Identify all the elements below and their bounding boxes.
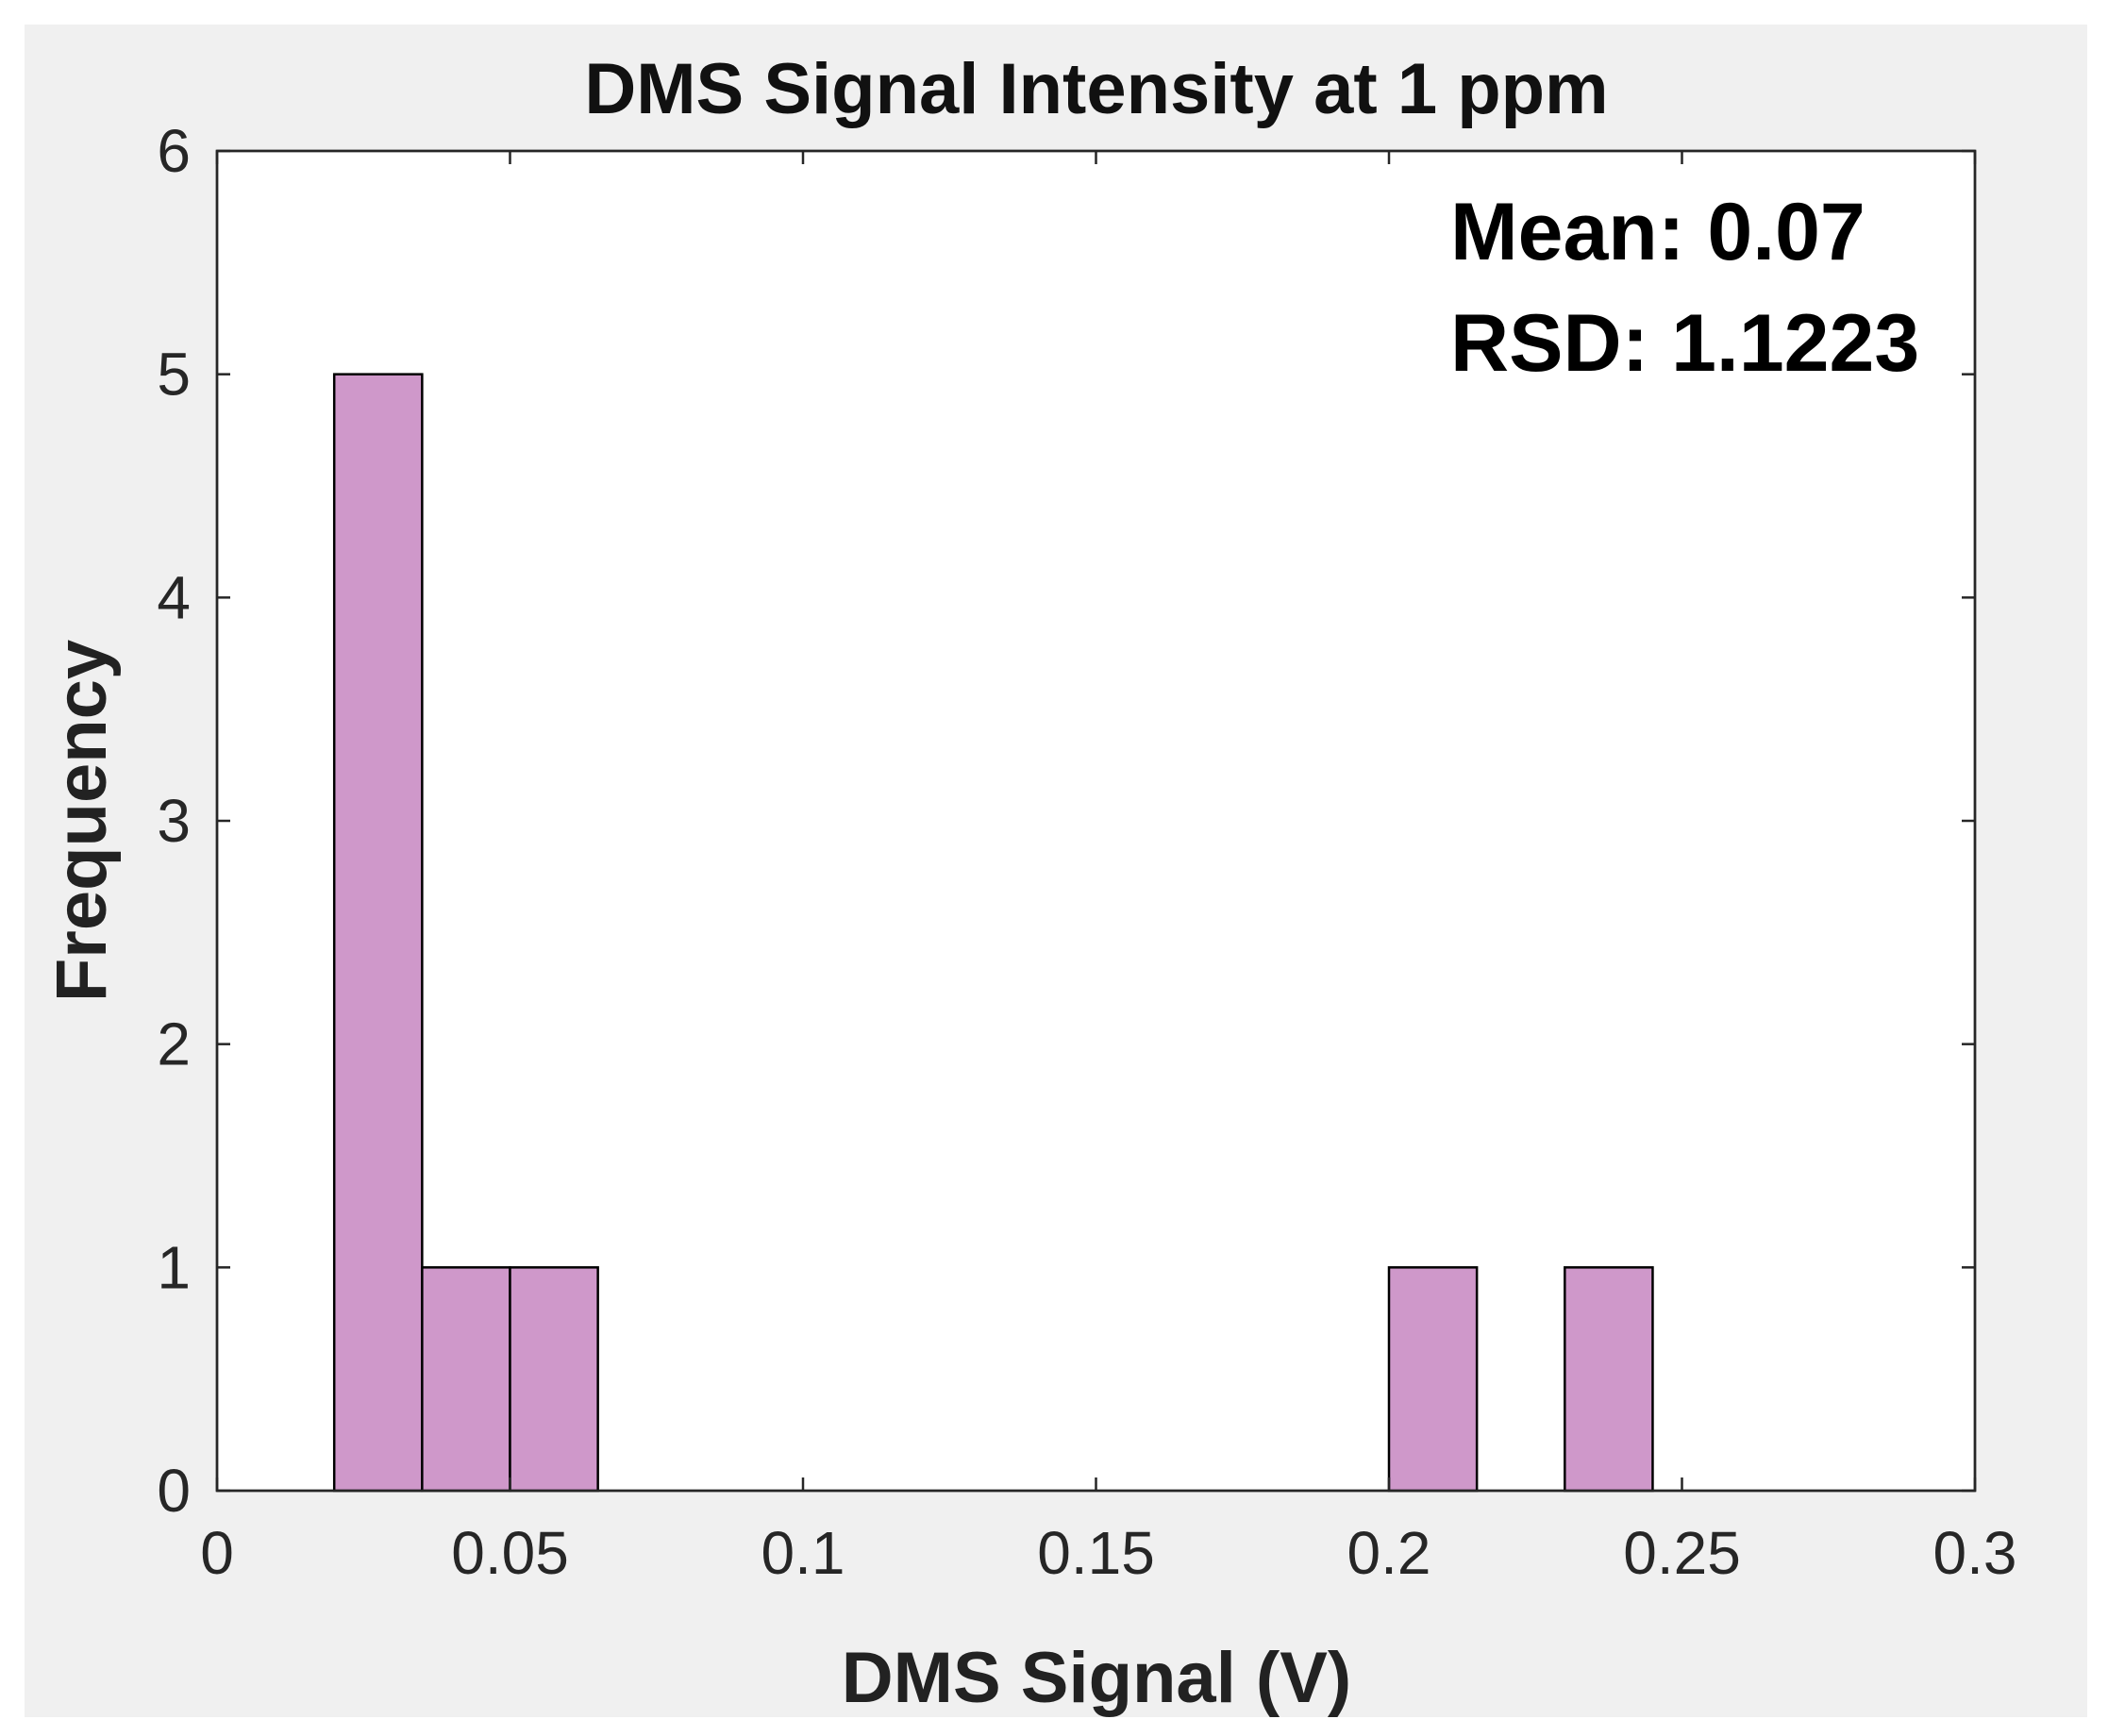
rsd-annotation: RSD: 1.1223: [1450, 298, 1919, 389]
chart-title: DMS Signal Intensity at 1 ppm: [584, 49, 1608, 129]
x-tick-label: 0.1: [761, 1519, 845, 1587]
y-tick-label: 1: [157, 1233, 191, 1301]
histogram-bar-4: [1564, 1266, 1654, 1493]
y-tick-label: 3: [157, 787, 191, 855]
x-tick-label: 0: [200, 1519, 234, 1587]
x-tick-label: 0.2: [1347, 1519, 1431, 1587]
histogram-bar-0: [332, 373, 424, 1493]
axes-frame: [215, 149, 1977, 1493]
histogram-bar-2: [509, 1266, 599, 1493]
axis-ticks: [215, 149, 1977, 1493]
x-tick-labels: 0 0.05 0.1 0.15 0.2 0.25 0.3: [200, 1519, 2016, 1587]
y-tick-labels: 0 1 2 3 4 5 6: [157, 117, 191, 1525]
y-axis-label: Frequency: [42, 640, 122, 1002]
x-tick-label: 0.3: [1933, 1519, 2017, 1587]
y-tick-label: 5: [157, 341, 191, 409]
mean-annotation: Mean: 0.07: [1450, 187, 1865, 277]
histogram-bars: [332, 373, 1654, 1493]
x-tick-label: 0.15: [1037, 1519, 1155, 1587]
x-tick-label: 0.25: [1623, 1519, 1741, 1587]
y-tick-label: 0: [157, 1457, 191, 1525]
y-tick-label: 4: [157, 563, 191, 631]
x-axis-label: DMS Signal (V): [842, 1638, 1351, 1718]
y-tick-label: 6: [157, 117, 191, 185]
histogram-bar-1: [421, 1266, 511, 1493]
y-tick-label: 2: [157, 1010, 191, 1078]
histogram-bar-3: [1387, 1266, 1479, 1493]
x-tick-label: 0.05: [451, 1519, 569, 1587]
